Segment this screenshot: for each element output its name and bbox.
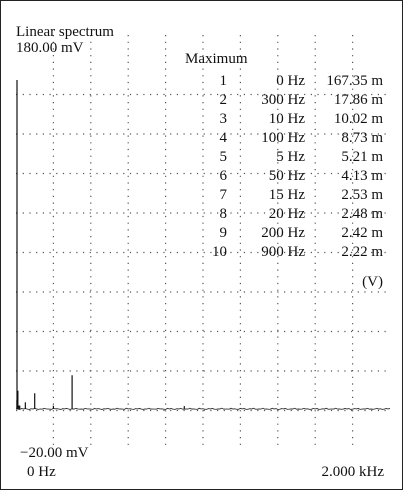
table-value: 17.86 m (334, 92, 384, 108)
table-rank: 6 (220, 168, 228, 184)
table-value: 2.48 m (341, 206, 383, 222)
table-value: 5.21 m (341, 149, 383, 165)
table-unit-label: (V) (362, 274, 383, 290)
table-frequency: 100 Hz (261, 130, 305, 146)
table-value: 8.73 m (341, 130, 383, 146)
table-value: 4.13 m (341, 168, 383, 184)
y-bottom-label: −20.00 mV (20, 445, 89, 461)
table-rank: 7 (220, 187, 228, 203)
table-frequency: 300 Hz (261, 92, 305, 108)
y-top-label: 180.00 mV (16, 40, 84, 56)
table-frequency: 5 Hz (276, 149, 305, 165)
table-rank: 4 (220, 130, 228, 146)
table-frequency: 50 Hz (269, 168, 306, 184)
table-value: 10.02 m (334, 111, 384, 127)
table-rank: 8 (220, 206, 228, 222)
table-rank: 10 (212, 244, 227, 260)
table-rank: 3 (220, 111, 228, 127)
spectrum-noise-floor (15, 407, 391, 410)
table-frequency: 15 Hz (269, 187, 306, 203)
table-value: 2.42 m (341, 225, 383, 241)
x-right-label: 2.000 kHz (322, 464, 385, 480)
table-rank: 1 (220, 73, 228, 89)
table-rank: 5 (220, 149, 228, 165)
table-value: 167.35 m (326, 73, 383, 89)
table-rank: 2 (220, 92, 228, 108)
table-value: 2.22 m (341, 244, 383, 260)
table-frequency: 0 Hz (276, 73, 305, 89)
table-frequency: 200 Hz (261, 225, 305, 241)
table-frequency: 10 Hz (269, 111, 306, 127)
table-value: 2.53 m (341, 187, 383, 203)
maximum-table-title: Maximum (185, 51, 248, 67)
x-left-label: 0 Hz (27, 464, 56, 480)
spectrum-panel (0, 0, 403, 490)
panel-title: Linear spectrum (16, 24, 114, 40)
table-frequency: 20 Hz (269, 206, 306, 222)
spectrum-trace (15, 79, 391, 410)
table-rank: 9 (220, 225, 228, 241)
table-frequency: 900 Hz (261, 244, 305, 260)
